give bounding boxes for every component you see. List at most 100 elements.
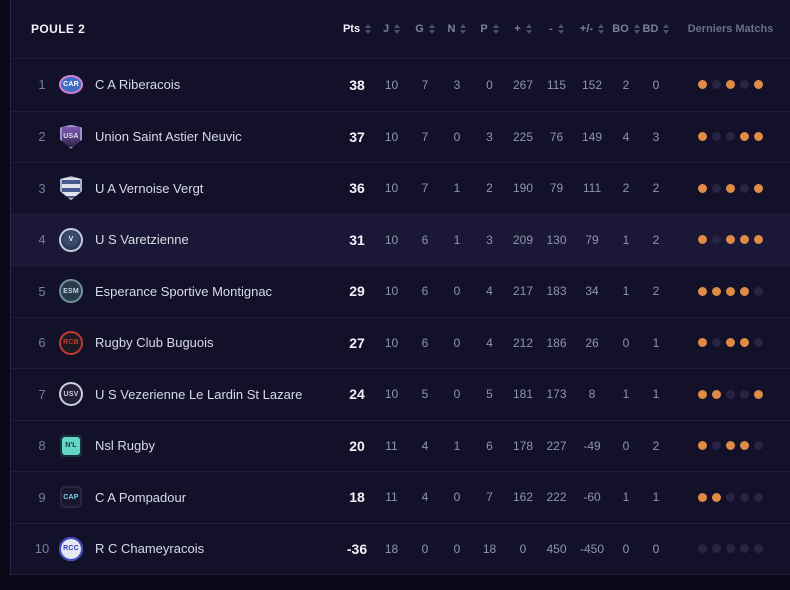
team-logo xyxy=(59,176,83,201)
match-other-dot xyxy=(754,492,763,502)
team-name: C A Pompadour xyxy=(95,489,187,505)
match-other-dot xyxy=(740,544,749,554)
column-header-label: N xyxy=(447,23,456,35)
points-diff-value: -450 xyxy=(579,541,605,556)
match-won-dot xyxy=(698,389,707,399)
draws-value: 1 xyxy=(453,438,461,453)
table-header: POULE 2 Pts J G N P + - +/- BO BD Dernie… xyxy=(11,0,790,59)
table-row-rank-2[interactable]: 2 USA Union Saint Astier Neuvic 37 10 7 … xyxy=(11,110,790,163)
wins-value: 6 xyxy=(421,335,429,350)
last-matches-dots xyxy=(671,183,790,193)
wins-value: 7 xyxy=(421,77,429,92)
bonus-offensive-value: 2 xyxy=(622,181,630,196)
sort-icon[interactable] xyxy=(525,24,532,34)
column-header-bo: BO xyxy=(611,23,641,35)
points-for-value: 190 xyxy=(512,181,534,196)
team-name: Rugby Club Buguois xyxy=(95,335,214,351)
points-for-value: 162 xyxy=(512,490,534,505)
bonus-offensive-value: 4 xyxy=(622,129,630,144)
played-value: 10 xyxy=(384,335,399,350)
match-other-dot xyxy=(712,132,721,142)
match-won-dot xyxy=(712,389,721,399)
points-diff-value: -60 xyxy=(583,490,601,505)
table-row-rank-3[interactable]: 3 U A Vernoise Vergt 36 10 7 1 2 190 79 … xyxy=(11,162,790,214)
points-against-value: 186 xyxy=(546,335,567,350)
points-diff-value: 26 xyxy=(585,335,599,350)
team-logo: RCB xyxy=(59,330,83,355)
column-header-bd: BD xyxy=(641,23,671,35)
column-header-minus: - xyxy=(540,23,573,35)
points-for-value: 217 xyxy=(512,284,534,299)
bonus-defensive-value: 0 xyxy=(652,77,660,92)
table-row-rank-7[interactable]: 7 USV U S Vezerienne Le Lardin St Lazare… xyxy=(11,368,790,420)
match-won-dot xyxy=(754,183,763,193)
played-value: 10 xyxy=(384,77,399,92)
team-name: U S Varetzienne xyxy=(95,232,189,248)
table-row-rank-6[interactable]: 6 RCB Rugby Club Buguois 27 10 6 0 4 212… xyxy=(11,316,790,369)
column-header-diff: +/- xyxy=(573,23,611,35)
sort-icon[interactable] xyxy=(365,24,372,34)
team-badge-icon: USA xyxy=(60,124,82,149)
team-badge-icon: CAP xyxy=(60,486,82,509)
team-logo: USA xyxy=(59,124,83,149)
sort-icon[interactable] xyxy=(633,24,640,34)
wins-value: 4 xyxy=(421,490,429,505)
rank-label: 2 xyxy=(38,129,46,145)
draws-value: 1 xyxy=(453,232,461,247)
points-for-value: 267 xyxy=(512,77,534,92)
table-row-rank-1[interactable]: 1 CAR C A Riberacois 38 10 7 3 0 267 115… xyxy=(11,59,790,111)
points-against-value: 76 xyxy=(549,129,564,144)
match-other-dot xyxy=(740,183,749,193)
column-header-n: N xyxy=(441,23,473,35)
match-won-dot xyxy=(698,80,707,90)
team-logo: N'L xyxy=(59,434,83,458)
table-row-rank-8[interactable]: 8 N'L Nsl Rugby 20 11 4 1 6 178 227 -49 … xyxy=(11,419,790,472)
bonus-offensive-value: 0 xyxy=(622,335,630,350)
sort-icon[interactable] xyxy=(428,24,435,34)
column-header-p: P xyxy=(473,23,506,35)
sort-icon[interactable] xyxy=(492,24,499,34)
match-other-dot xyxy=(754,441,763,451)
played-value: 10 xyxy=(384,284,399,299)
points-value: 37 xyxy=(349,128,365,145)
match-won-dot xyxy=(754,80,763,90)
rank-label: 6 xyxy=(38,335,46,351)
team-badge-icon: USV xyxy=(59,382,83,407)
table-row-rank-5[interactable]: 5 ESM Esperance Sportive Montignac 29 10… xyxy=(11,265,790,317)
team-logo: ESM xyxy=(59,279,83,304)
table-row-rank-4[interactable]: 4 V U S Varetzienne 31 10 6 1 3 209 130 … xyxy=(11,213,790,265)
bonus-defensive-value: 1 xyxy=(652,387,660,402)
wins-value: 4 xyxy=(421,438,429,453)
team-badge-icon: CAR xyxy=(59,75,83,95)
team-logo: CAR xyxy=(59,73,83,97)
match-won-dot xyxy=(698,338,707,348)
table-row-rank-9[interactable]: 9 CAP C A Pompadour 18 11 4 0 7 162 222 … xyxy=(11,471,790,523)
column-header-plus: + xyxy=(506,23,540,35)
sort-icon[interactable] xyxy=(394,24,401,34)
match-won-dot xyxy=(740,235,749,245)
played-value: 10 xyxy=(384,387,399,402)
last-matches-dots xyxy=(671,235,790,245)
table-row-rank-10[interactable]: 10 RCC R C Chameyracois -36 18 0 0 18 0 … xyxy=(11,522,790,575)
points-against-value: 222 xyxy=(546,490,567,505)
points-for-value: 212 xyxy=(512,335,534,350)
match-other-dot xyxy=(726,132,735,142)
sort-icon[interactable] xyxy=(460,24,467,34)
column-header-label: - xyxy=(549,23,553,35)
sort-icon[interactable] xyxy=(663,24,670,34)
last-matches-dots xyxy=(671,441,790,451)
wins-value: 5 xyxy=(421,387,429,402)
draws-value: 0 xyxy=(453,129,461,144)
bonus-defensive-value: 2 xyxy=(652,284,660,299)
sort-icon[interactable] xyxy=(598,24,605,34)
points-value: -36 xyxy=(346,540,368,557)
points-against-value: 115 xyxy=(546,77,567,92)
bonus-offensive-value: 0 xyxy=(622,541,630,556)
bonus-offensive-value: 2 xyxy=(622,77,630,92)
match-other-dot xyxy=(740,80,749,90)
losses-value: 3 xyxy=(486,232,493,247)
wins-value: 7 xyxy=(421,181,429,196)
match-other-dot xyxy=(726,544,735,554)
sort-icon[interactable] xyxy=(557,24,564,34)
team-badge-icon: RCB xyxy=(59,330,83,355)
